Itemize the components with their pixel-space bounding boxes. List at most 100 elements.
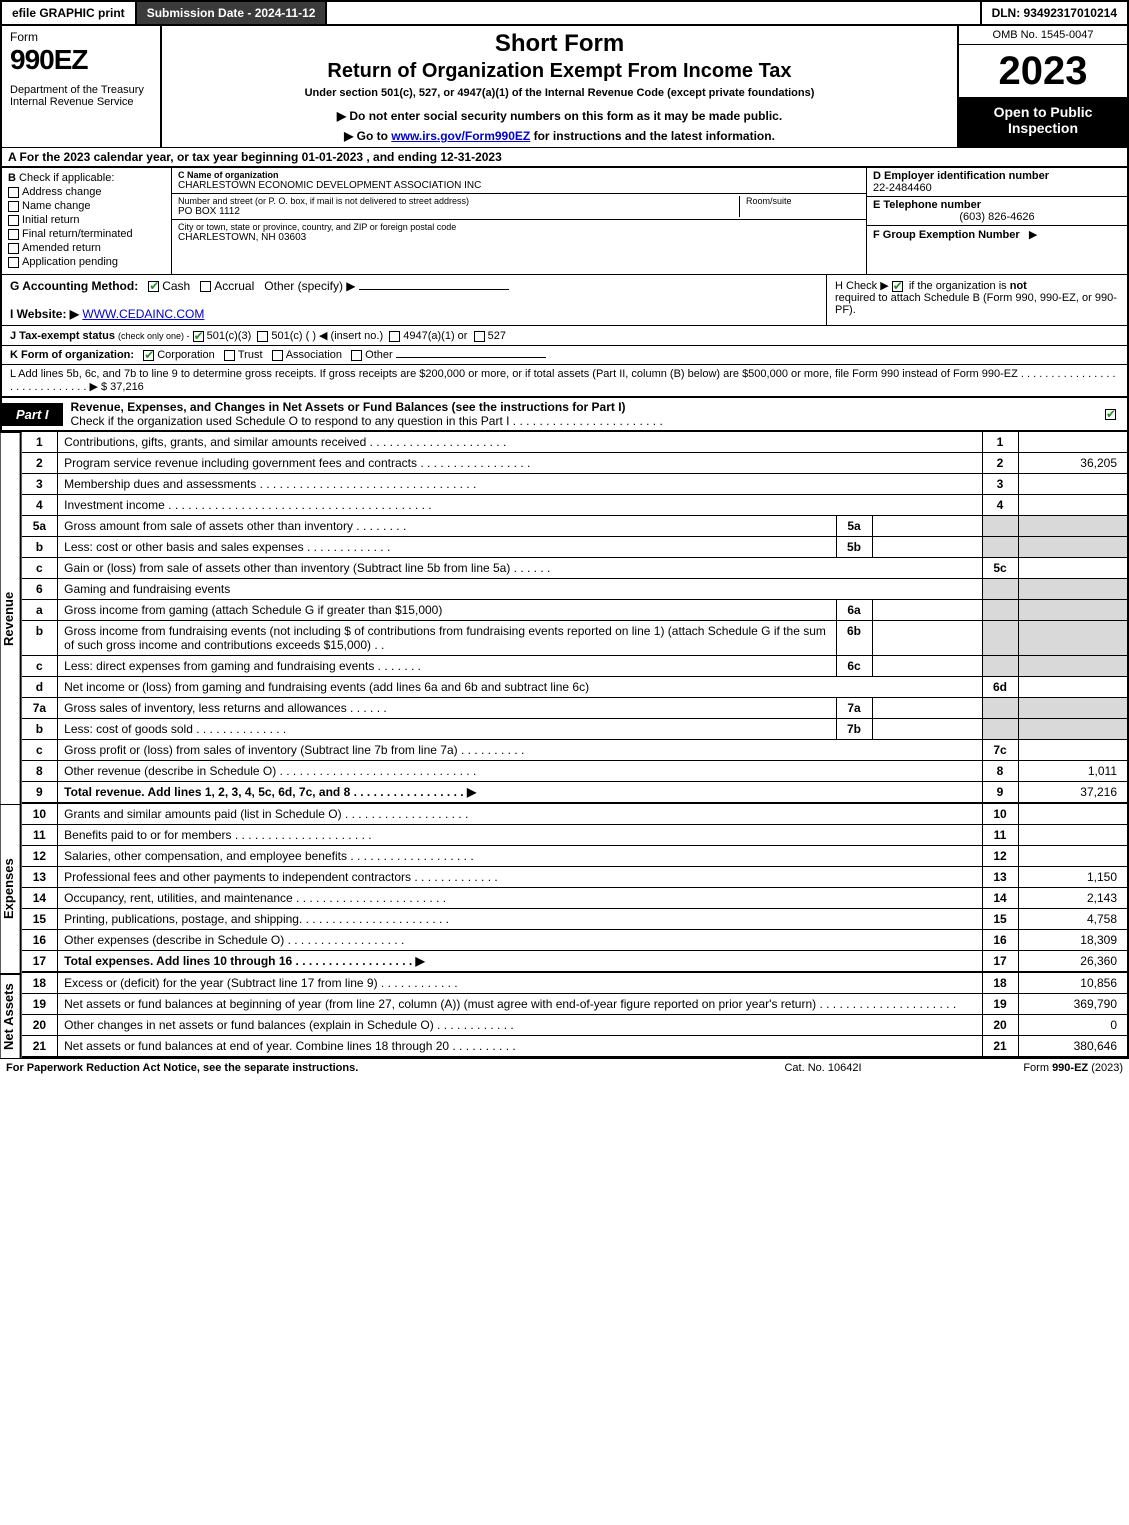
form-header: Form 990EZ Department of the Treasury In… (0, 26, 1129, 147)
line-6d: dNet income or (loss) from gaming and fu… (22, 677, 1128, 698)
revenue-table: 1Contributions, gifts, grants, and simil… (22, 432, 1129, 804)
line-7a: 7aGross sales of inventory, less returns… (22, 698, 1128, 719)
k-other-blank[interactable] (396, 357, 546, 358)
checkbox-trust[interactable] (224, 350, 235, 361)
submission-date-button[interactable]: Submission Date - 2024-11-12 (137, 2, 328, 24)
checkbox-501c[interactable] (257, 331, 268, 342)
efile-print-button[interactable]: efile GRAPHIC print (2, 2, 137, 24)
netassets-table: 18Excess or (deficit) for the year (Subt… (22, 973, 1129, 1058)
k-corp: Corporation (157, 349, 214, 361)
line-11: 11Benefits paid to or for members . . . … (22, 825, 1128, 846)
checkbox-4947[interactable] (389, 331, 400, 342)
part-i-title: Revenue, Expenses, and Changes in Net As… (63, 398, 1105, 430)
checkbox-part-i[interactable] (1105, 409, 1116, 420)
line-5b: bLess: cost or other basis and sales exp… (22, 537, 1128, 558)
checkbox-icon[interactable] (8, 243, 19, 254)
g-other-blank[interactable] (359, 289, 509, 290)
checkbox-icon[interactable] (8, 201, 19, 212)
checkbox-cash[interactable] (148, 281, 159, 292)
line-6c: cLess: direct expenses from gaming and f… (22, 656, 1128, 677)
city-cell: City or town, state or province, country… (172, 220, 866, 245)
part-i-checkbox-wrap (1105, 407, 1127, 421)
topbar-spacer (327, 2, 979, 24)
instructions-note: ▶ Go to www.irs.gov/Form990EZ for instru… (172, 129, 947, 143)
checkbox-icon[interactable] (8, 229, 19, 240)
line-20: 20Other changes in net assets or fund ba… (22, 1015, 1128, 1036)
form-subtitle: Under section 501(c), 527, or 4947(a)(1)… (172, 87, 947, 99)
opt-final-return[interactable]: Final return/terminated (8, 228, 165, 240)
j-o3: 4947(a)(1) or (403, 330, 467, 342)
website-link[interactable]: WWW.CEDAINC.COM (82, 307, 204, 321)
footer-right: Form 990-EZ (2023) (923, 1062, 1123, 1074)
checkbox-other[interactable] (351, 350, 362, 361)
section-b: B Check if applicable: Address change Na… (2, 168, 172, 274)
row-l: L Add lines 5b, 6c, and 7b to line 9 to … (0, 365, 1129, 397)
opt-address-change[interactable]: Address change (8, 186, 165, 198)
checkbox-h[interactable] (892, 281, 903, 292)
opt-label: Application pending (22, 256, 118, 268)
l-value: 37,216 (110, 381, 144, 393)
checkbox-assoc[interactable] (272, 350, 283, 361)
k-label: K Form of organization: (10, 349, 134, 361)
top-bar: efile GRAPHIC print Submission Date - 20… (0, 0, 1129, 26)
j-o1: 501(c)(3) (207, 330, 252, 342)
j-label: J Tax-exempt status (10, 330, 115, 342)
checkbox-527[interactable] (474, 331, 485, 342)
header-mid: Short Form Return of Organization Exempt… (162, 26, 957, 147)
city-value: CHARLESTOWN, NH 03603 (178, 232, 860, 243)
checkbox-accrual[interactable] (200, 281, 211, 292)
short-form-title: Short Form (172, 30, 947, 58)
omb-number: OMB No. 1545-0047 (959, 26, 1127, 45)
line-15: 15Printing, publications, postage, and s… (22, 909, 1128, 930)
form-number: 990EZ (10, 44, 152, 76)
opt-label: Initial return (22, 214, 79, 226)
section-c: C Name of organization CHARLESTOWN ECONO… (172, 168, 867, 274)
revenue-vlabel: Revenue (0, 432, 22, 804)
checkbox-501c3[interactable] (193, 331, 204, 342)
opt-application-pending[interactable]: Application pending (8, 256, 165, 268)
checkbox-icon[interactable] (8, 215, 19, 226)
org-name-cell: C Name of organization CHARLESTOWN ECONO… (172, 168, 866, 194)
part-i-tag: Part I (2, 403, 63, 426)
street-value: PO BOX 1112 (178, 206, 733, 217)
e-label: E Telephone number (873, 199, 1121, 211)
line-3: 3Membership dues and assessments . . . .… (22, 474, 1128, 495)
b-label: B (8, 172, 16, 184)
opt-label: Address change (22, 186, 102, 198)
k-assoc: Association (286, 349, 342, 361)
line-17: 17Total expenses. Add lines 10 through 1… (22, 951, 1128, 973)
h-text3: required to attach Schedule B (Form 990,… (835, 292, 1119, 316)
g-label: G Accounting Method: (10, 279, 138, 293)
line-18: 18Excess or (deficit) for the year (Subt… (22, 973, 1128, 994)
org-name: CHARLESTOWN ECONOMIC DEVELOPMENT ASSOCIA… (178, 180, 860, 191)
line-6a: aGross income from gaming (attach Schedu… (22, 600, 1128, 621)
line-6b: bGross income from fundraising events (n… (22, 621, 1128, 656)
line-14: 14Occupancy, rent, utilities, and mainte… (22, 888, 1128, 909)
street-label: Number and street (or P. O. box, if mail… (178, 196, 733, 206)
ein-cell: D Employer identification number 22-2484… (867, 168, 1127, 197)
arrow-icon: ▶ (1029, 229, 1037, 241)
row-a-tax-year: A For the 2023 calendar year, or tax yea… (0, 147, 1129, 168)
line-5a: 5aGross amount from sale of assets other… (22, 516, 1128, 537)
opt-name-change[interactable]: Name change (8, 200, 165, 212)
netassets-section: Net Assets 18Excess or (deficit) for the… (0, 973, 1129, 1058)
opt-label: Amended return (22, 242, 101, 254)
group-exemption-cell: F Group Exemption Number ▶ (867, 226, 1127, 243)
irs-link[interactable]: www.irs.gov/Form990EZ (391, 129, 530, 143)
row-gh: G Accounting Method: Cash Accrual Other … (0, 275, 1129, 326)
opt-label: Final return/terminated (22, 228, 133, 240)
f-label: F Group Exemption Number (873, 229, 1020, 241)
line-9: 9Total revenue. Add lines 1, 2, 3, 4, 5c… (22, 782, 1128, 804)
opt-amended-return[interactable]: Amended return (8, 242, 165, 254)
checkbox-corp[interactable] (143, 350, 154, 361)
checkbox-icon[interactable] (8, 187, 19, 198)
j-note: (check only one) - (118, 331, 190, 341)
row-j: J Tax-exempt status (check only one) - 5… (0, 326, 1129, 346)
h-text1: H Check ▶ (835, 280, 889, 292)
opt-initial-return[interactable]: Initial return (8, 214, 165, 226)
checkbox-icon[interactable] (8, 257, 19, 268)
b-check-if: Check if applicable: (19, 172, 114, 184)
l-text: L Add lines 5b, 6c, and 7b to line 9 to … (10, 368, 1116, 393)
footer-cat: Cat. No. 10642I (723, 1062, 923, 1074)
g-accrual: Accrual (214, 279, 254, 293)
